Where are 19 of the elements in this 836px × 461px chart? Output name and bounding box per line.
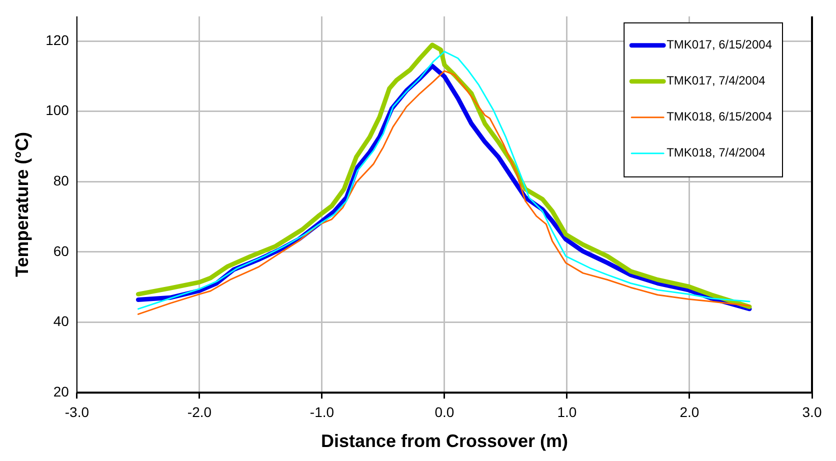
x-tick-label: 1.0 xyxy=(557,404,577,420)
y-tick-label: 80 xyxy=(53,172,70,189)
x-tick-label: -2.0 xyxy=(187,404,212,420)
legend-label: TMK018, 6/15/2004 xyxy=(666,110,772,124)
y-tick-label: 100 xyxy=(46,102,70,118)
x-tick-label: -3.0 xyxy=(64,404,90,420)
y-tick-label: 60 xyxy=(53,242,70,259)
x-tick-label: 3.0 xyxy=(802,404,822,420)
x-tick-label: 0.0 xyxy=(434,404,454,420)
legend-label: TMK017, 7/4/2004 xyxy=(666,74,766,88)
x-tick-label: -1.0 xyxy=(310,404,334,420)
x-axis-title: Distance from Crossover (m) xyxy=(320,431,568,452)
y-axis-title: Temperature (°C) xyxy=(12,132,32,277)
y-tick-label: 120 xyxy=(46,32,70,48)
x-tick-label: 2.0 xyxy=(680,404,700,420)
y-tick-label: 40 xyxy=(53,313,70,330)
legend-label: TMK017, 6/15/2004 xyxy=(666,38,772,52)
legend-label: TMK018, 7/4/2004 xyxy=(666,146,766,160)
y-tick-label: 20 xyxy=(53,383,70,400)
